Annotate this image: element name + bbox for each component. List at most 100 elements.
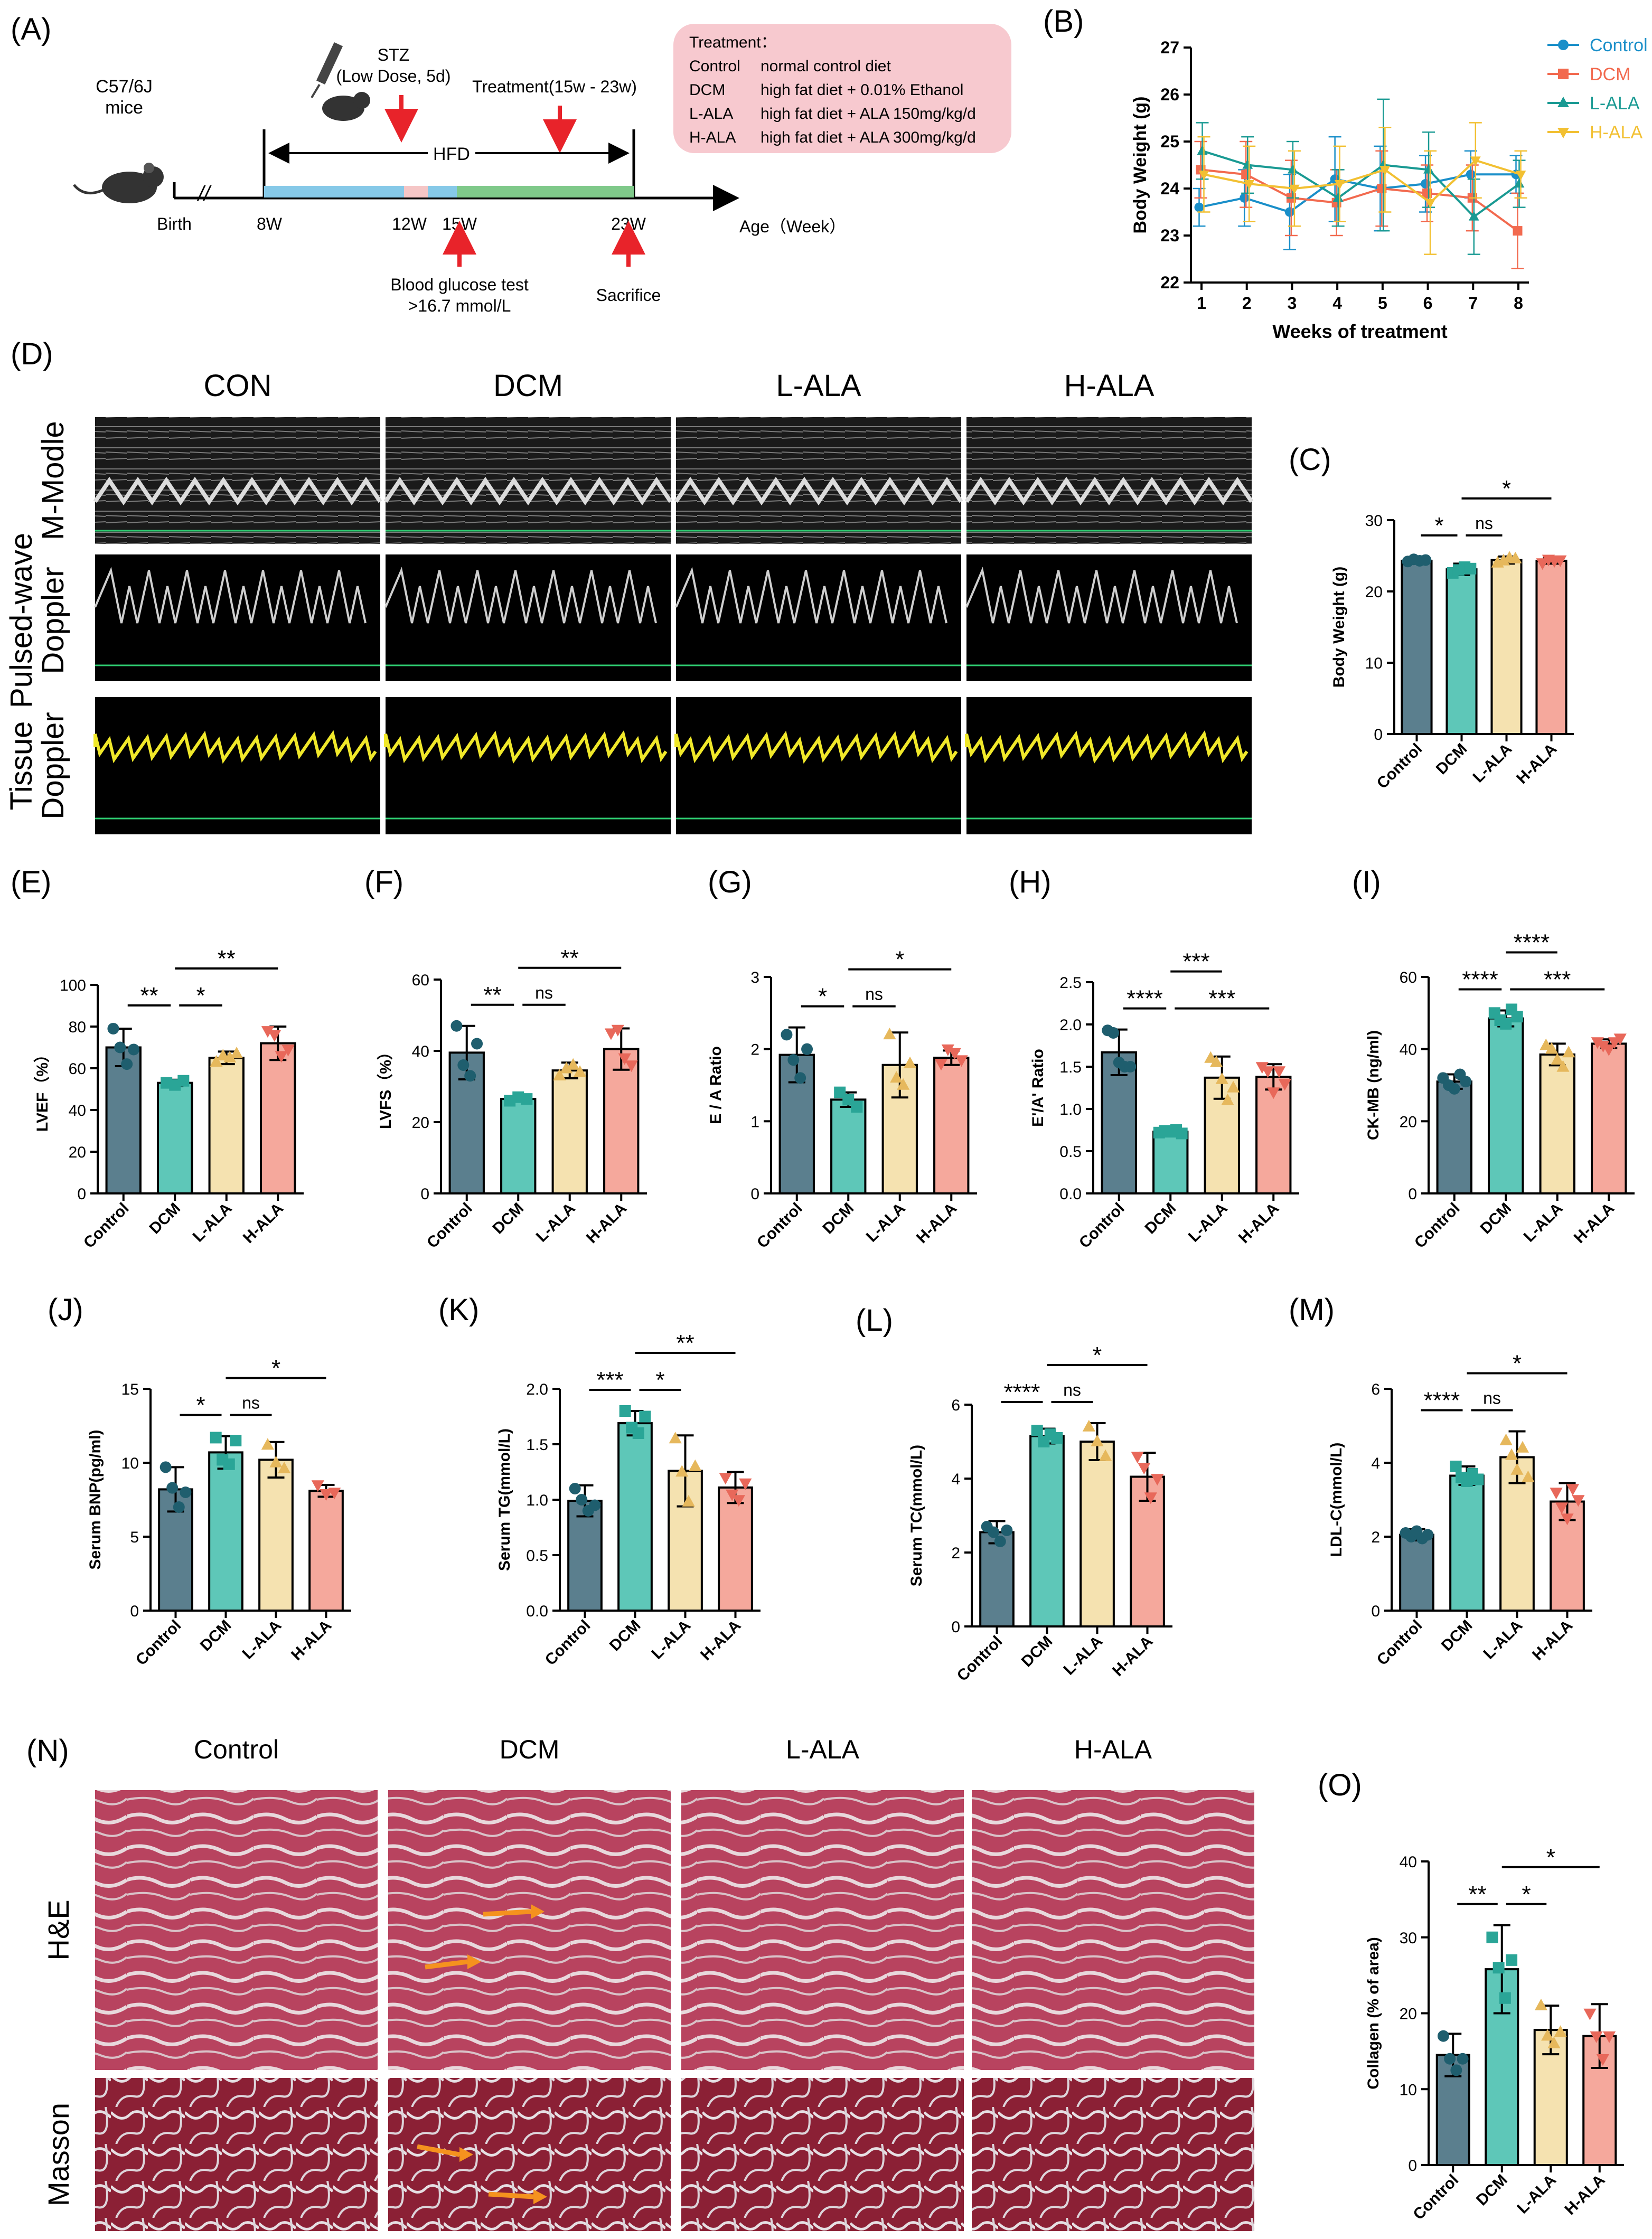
- x-axis-label: Weeks of treatment: [1272, 321, 1447, 342]
- data-point: [560, 1061, 573, 1074]
- timepoint-23w: 23W: [611, 214, 646, 233]
- histo-he-image: [388, 1790, 671, 2070]
- treatment-desc-2: high fat diet + ALA 150mg/kg/d: [761, 105, 976, 123]
- data-point: [611, 1024, 624, 1037]
- data-point: [1460, 1076, 1472, 1088]
- x-tick-label: H-ALA: [240, 1200, 287, 1247]
- treatment-rows: Control normal control diet DCM high fat di…: [689, 58, 976, 146]
- treatment-period-label: Treatment(15w - 23w): [472, 77, 637, 96]
- data-point: [1470, 156, 1481, 166]
- data-point: [1240, 193, 1250, 203]
- y-tick-label: 0: [951, 1619, 960, 1636]
- treatment-group-2: L-ALA: [689, 105, 733, 123]
- bar-DCM: [500, 1098, 537, 1194]
- data-point: [1151, 1474, 1164, 1486]
- data-point: [1176, 1127, 1188, 1140]
- y-tick-label: 4: [951, 1471, 960, 1488]
- data-point: [1550, 1488, 1563, 1500]
- data-point: [1466, 170, 1476, 180]
- bar-DCM: [1446, 568, 1478, 736]
- sig-label: ns: [535, 983, 553, 1002]
- data-point: [1506, 1954, 1518, 1966]
- echo-panel: CON DCM L-ALA H-ALAM-ModlePulsed-waveDopple…: [4, 369, 1254, 834]
- syringe-icon: [311, 42, 343, 99]
- data-point: [1138, 1463, 1151, 1475]
- series-line: [1204, 159, 1522, 204]
- echo-tissue-waveform: [93, 730, 377, 764]
- y-tick-label: 40: [412, 1043, 429, 1060]
- data-point: [1422, 1529, 1434, 1541]
- histo-masson-image: [681, 2078, 964, 2231]
- data-point: [457, 1059, 470, 1071]
- treatment-group-1: DCM: [689, 81, 725, 99]
- data-point: [632, 1427, 644, 1439]
- x-tick-label: DCM: [490, 1200, 528, 1238]
- data-point: [1379, 166, 1391, 176]
- sig-label: *: [196, 1393, 205, 1418]
- timepoint-15w: 15W: [442, 214, 477, 233]
- data-point: [553, 1069, 566, 1081]
- data-point: [1613, 1033, 1627, 1046]
- data-point: [1583, 2008, 1597, 2020]
- sig-label: *: [818, 984, 827, 1010]
- legend-label-Control: Control: [1590, 35, 1648, 55]
- echo-mmode-wall: [383, 476, 673, 506]
- y-tick-label: 0: [77, 1186, 86, 1203]
- bar-L-ALA: [1490, 559, 1523, 735]
- data-point: [261, 1438, 274, 1450]
- y-tick-label: 0: [1374, 726, 1383, 744]
- x-tick-label: DCM: [820, 1200, 858, 1238]
- x-tick-label: L-ALA: [1514, 2171, 1560, 2217]
- data-point: [1534, 1998, 1548, 2010]
- y-axis-label: CK-MB (ng/ml): [1365, 1030, 1382, 1140]
- legend-label-H-ALA: H-ALA: [1590, 123, 1642, 143]
- y-axis-label: LVEF（%）: [33, 1047, 51, 1132]
- timeline-hfd-segment: [264, 186, 404, 197]
- echo-row-label-tissue-2: Doppler: [36, 712, 70, 819]
- data-point: [1591, 1037, 1604, 1049]
- y-axis-label: Serum TG(mmol/L): [496, 1428, 513, 1571]
- x-tick-label: H-ALA: [697, 1617, 744, 1664]
- data-point: [1590, 2031, 1603, 2043]
- data-point: [955, 1055, 968, 1067]
- data-point: [166, 1482, 179, 1494]
- echo-mmode-wall: [93, 476, 382, 506]
- data-point: [781, 1029, 793, 1041]
- data-point: [739, 1478, 752, 1490]
- x-tick-label: DCM: [197, 1617, 235, 1655]
- timeline-glucose-segment: [428, 186, 457, 197]
- timepoint-birth: Birth: [157, 214, 192, 233]
- data-point: [1131, 1452, 1144, 1464]
- x-tick-label: H-ALA: [1571, 1200, 1618, 1247]
- y-axis-label: Serum TC(mmol/L): [908, 1445, 925, 1586]
- data-point: [1450, 2064, 1462, 2076]
- data-point: [1099, 1449, 1112, 1461]
- data-point: [210, 1055, 223, 1067]
- panel-label-i: (I): [1352, 865, 1381, 899]
- histo-arrow-he-1: [483, 1909, 531, 1917]
- x-tick-label: DCM: [146, 1200, 184, 1238]
- y-tick-label: 1.0: [526, 1492, 548, 1509]
- bar-DCM: [830, 1098, 867, 1194]
- bar-H-ALA: [1535, 559, 1567, 735]
- data-point: [1541, 2029, 1554, 2041]
- data-point: [1209, 1055, 1223, 1067]
- bar-DCM: [1488, 1017, 1524, 1195]
- data-point: [1602, 1044, 1616, 1056]
- data-point: [1499, 1433, 1513, 1445]
- x-tick-label: 4: [1332, 294, 1342, 313]
- echo-tissue-image: [676, 697, 961, 834]
- echo-col-title-3: H-ALA: [1064, 369, 1154, 403]
- data-point: [1082, 1419, 1095, 1432]
- x-tick-label: Control: [1410, 2171, 1462, 2224]
- data-point: [1572, 1495, 1585, 1507]
- data-point: [1566, 1484, 1580, 1496]
- legend-marker: [1557, 128, 1569, 138]
- data-point: [1198, 171, 1209, 181]
- data-point: [464, 1070, 476, 1082]
- data-point: [1500, 1018, 1512, 1030]
- y-tick-label: 10: [1365, 655, 1383, 672]
- y-tick-label: 0: [750, 1186, 759, 1203]
- sig-label: *: [1546, 1845, 1555, 1870]
- histo-masson-image: [972, 2078, 1254, 2231]
